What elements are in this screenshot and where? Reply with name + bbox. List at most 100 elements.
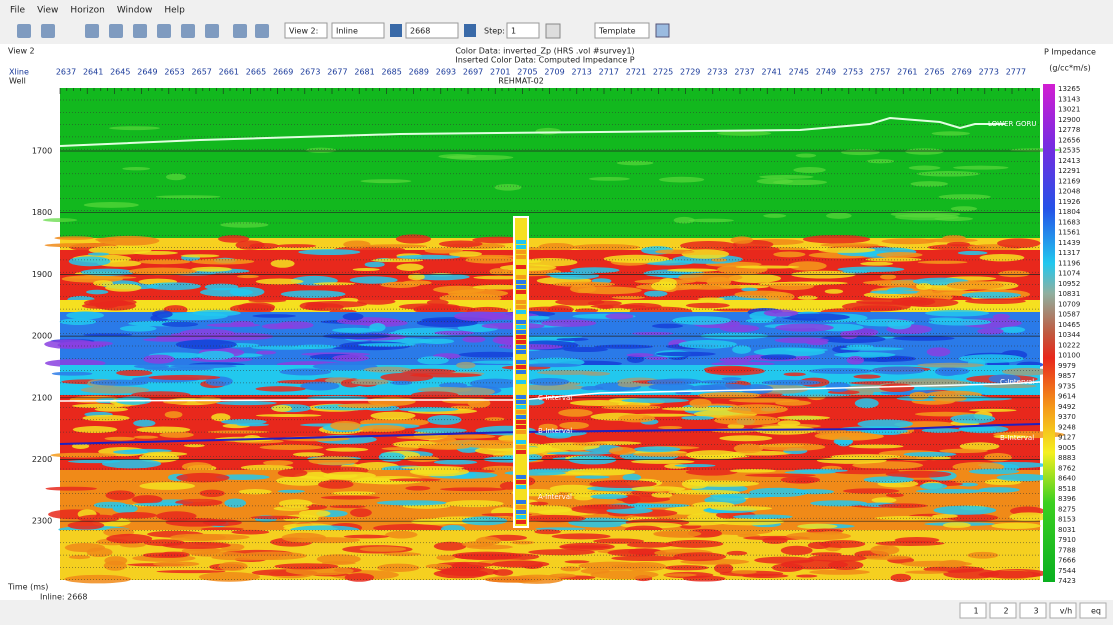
- seismic-patch: [495, 184, 522, 191]
- seismic-patch: [962, 292, 1021, 299]
- seismic-patch: [438, 154, 476, 159]
- seismic-patch: [256, 414, 321, 417]
- seismic-patch: [54, 236, 93, 240]
- xline-tick-label: 2645: [110, 68, 130, 77]
- toolbar-button[interactable]: [109, 24, 123, 38]
- seismic-patch: [928, 319, 991, 326]
- seismic-patch: [492, 561, 550, 568]
- view-select-text[interactable]: View 2:: [289, 27, 318, 36]
- toolbar-button[interactable]: [41, 24, 55, 38]
- well-log-sample: [516, 405, 526, 409]
- seismic-patch: [969, 409, 1016, 412]
- xline-tick-label: 2769: [951, 68, 971, 77]
- seismic-patch: [853, 374, 880, 378]
- colorbar-label: 11683: [1058, 218, 1080, 226]
- template-icon[interactable]: [656, 24, 669, 37]
- colorbar-label: 8883: [1058, 454, 1076, 462]
- template-select-text[interactable]: Template: [598, 27, 636, 36]
- seismic-patch: [271, 259, 295, 267]
- seismic-patch: [729, 398, 800, 402]
- colorbar-label: 8518: [1058, 485, 1076, 493]
- seismic-patch: [152, 310, 172, 318]
- seismic-patch: [276, 244, 316, 248]
- seismic-patch: [719, 435, 772, 441]
- seismic-patch: [162, 322, 198, 327]
- seismic-patch: [68, 276, 136, 279]
- menu-item[interactable]: Help: [164, 6, 185, 16]
- seismic-patch: [528, 378, 570, 386]
- seismic-patch: [980, 254, 1025, 261]
- menu-item[interactable]: File: [10, 6, 26, 16]
- seismic-patch: [991, 523, 1041, 529]
- seismic-patch: [602, 405, 661, 410]
- next-button[interactable]: [464, 24, 476, 37]
- colorbar-label: 12778: [1058, 126, 1080, 134]
- status-button-text[interactable]: v/h: [1060, 607, 1073, 616]
- well-log-sample: [516, 390, 526, 394]
- seismic-patch: [425, 248, 463, 254]
- xline-tick-label: 2753: [843, 68, 863, 77]
- xline-tick-label: 2673: [300, 68, 320, 77]
- xline-tick-label: 2681: [354, 68, 374, 77]
- status-button-text[interactable]: eq: [1091, 607, 1101, 616]
- toolbar-button[interactable]: [255, 24, 269, 38]
- seismic-patch: [280, 368, 332, 375]
- colorbar-label: 11804: [1058, 208, 1081, 216]
- seismic-patch: [538, 243, 574, 251]
- colorbar-label: 13021: [1058, 106, 1080, 114]
- seismic-patch: [122, 167, 150, 170]
- well-name: REHMAT-02: [498, 77, 544, 86]
- status-button-text[interactable]: 2: [1003, 607, 1008, 616]
- seismic-patch: [218, 562, 247, 571]
- xline-tick-label: 2721: [626, 68, 646, 77]
- seismic-patch: [910, 181, 948, 186]
- horizon-label: LOWER GORU: [988, 120, 1037, 128]
- seismic-patch: [772, 563, 804, 572]
- toolbar-button[interactable]: [233, 24, 247, 38]
- seismic-patch: [332, 491, 376, 495]
- seismic-patch: [68, 521, 105, 529]
- seismic-patch: [333, 346, 392, 350]
- line-input-text[interactable]: 2668: [410, 27, 430, 36]
- apply-button[interactable]: [546, 24, 560, 38]
- toolbar-button[interactable]: [157, 24, 171, 38]
- seismic-patch: [626, 353, 653, 357]
- colorbar-label: 8153: [1058, 516, 1076, 524]
- seismic-patch: [933, 395, 967, 402]
- seismic-patch: [138, 259, 190, 264]
- step-input-text[interactable]: 1: [511, 27, 516, 36]
- toolbar-button[interactable]: [133, 24, 147, 38]
- menu-item[interactable]: Window: [117, 6, 153, 16]
- seismic-patch: [343, 240, 370, 248]
- seismic-patch: [578, 287, 642, 295]
- menu-item[interactable]: Horizon: [70, 6, 104, 16]
- toolbar-button[interactable]: [181, 24, 195, 38]
- toolbar-button[interactable]: [17, 24, 31, 38]
- status-button-text[interactable]: 1: [973, 607, 978, 616]
- menu-item[interactable]: View: [37, 6, 58, 16]
- colorbar: [1043, 84, 1055, 582]
- seismic-patch: [794, 469, 848, 472]
- seismic-patch: [309, 456, 359, 465]
- seismic-patch: [439, 240, 483, 247]
- seismic-patch: [943, 522, 971, 528]
- status-button-text[interactable]: 3: [1033, 607, 1038, 616]
- seismic-patch: [166, 518, 227, 527]
- well-log-sample: [516, 325, 526, 329]
- seismic-patch: [149, 375, 221, 380]
- prev-button[interactable]: [390, 24, 402, 37]
- seismic-patch: [622, 398, 689, 403]
- toolbar-button[interactable]: [205, 24, 219, 38]
- seismic-patch: [377, 500, 447, 505]
- page: File View Horizon Window Help View 2: Inline 26…: [0, 0, 1113, 621]
- seismic-patch: [116, 370, 152, 376]
- seismic-patch: [942, 235, 965, 241]
- seismic-patch: [313, 282, 355, 285]
- seismic-patch: [434, 460, 477, 465]
- toolbar-button[interactable]: [85, 24, 99, 38]
- well-log-sample: [516, 345, 526, 349]
- direction-select-text[interactable]: Inline: [336, 27, 358, 36]
- seismic-patch: [590, 570, 658, 579]
- time-tick-label: 1900: [32, 270, 52, 279]
- well-log-sample: [516, 415, 526, 419]
